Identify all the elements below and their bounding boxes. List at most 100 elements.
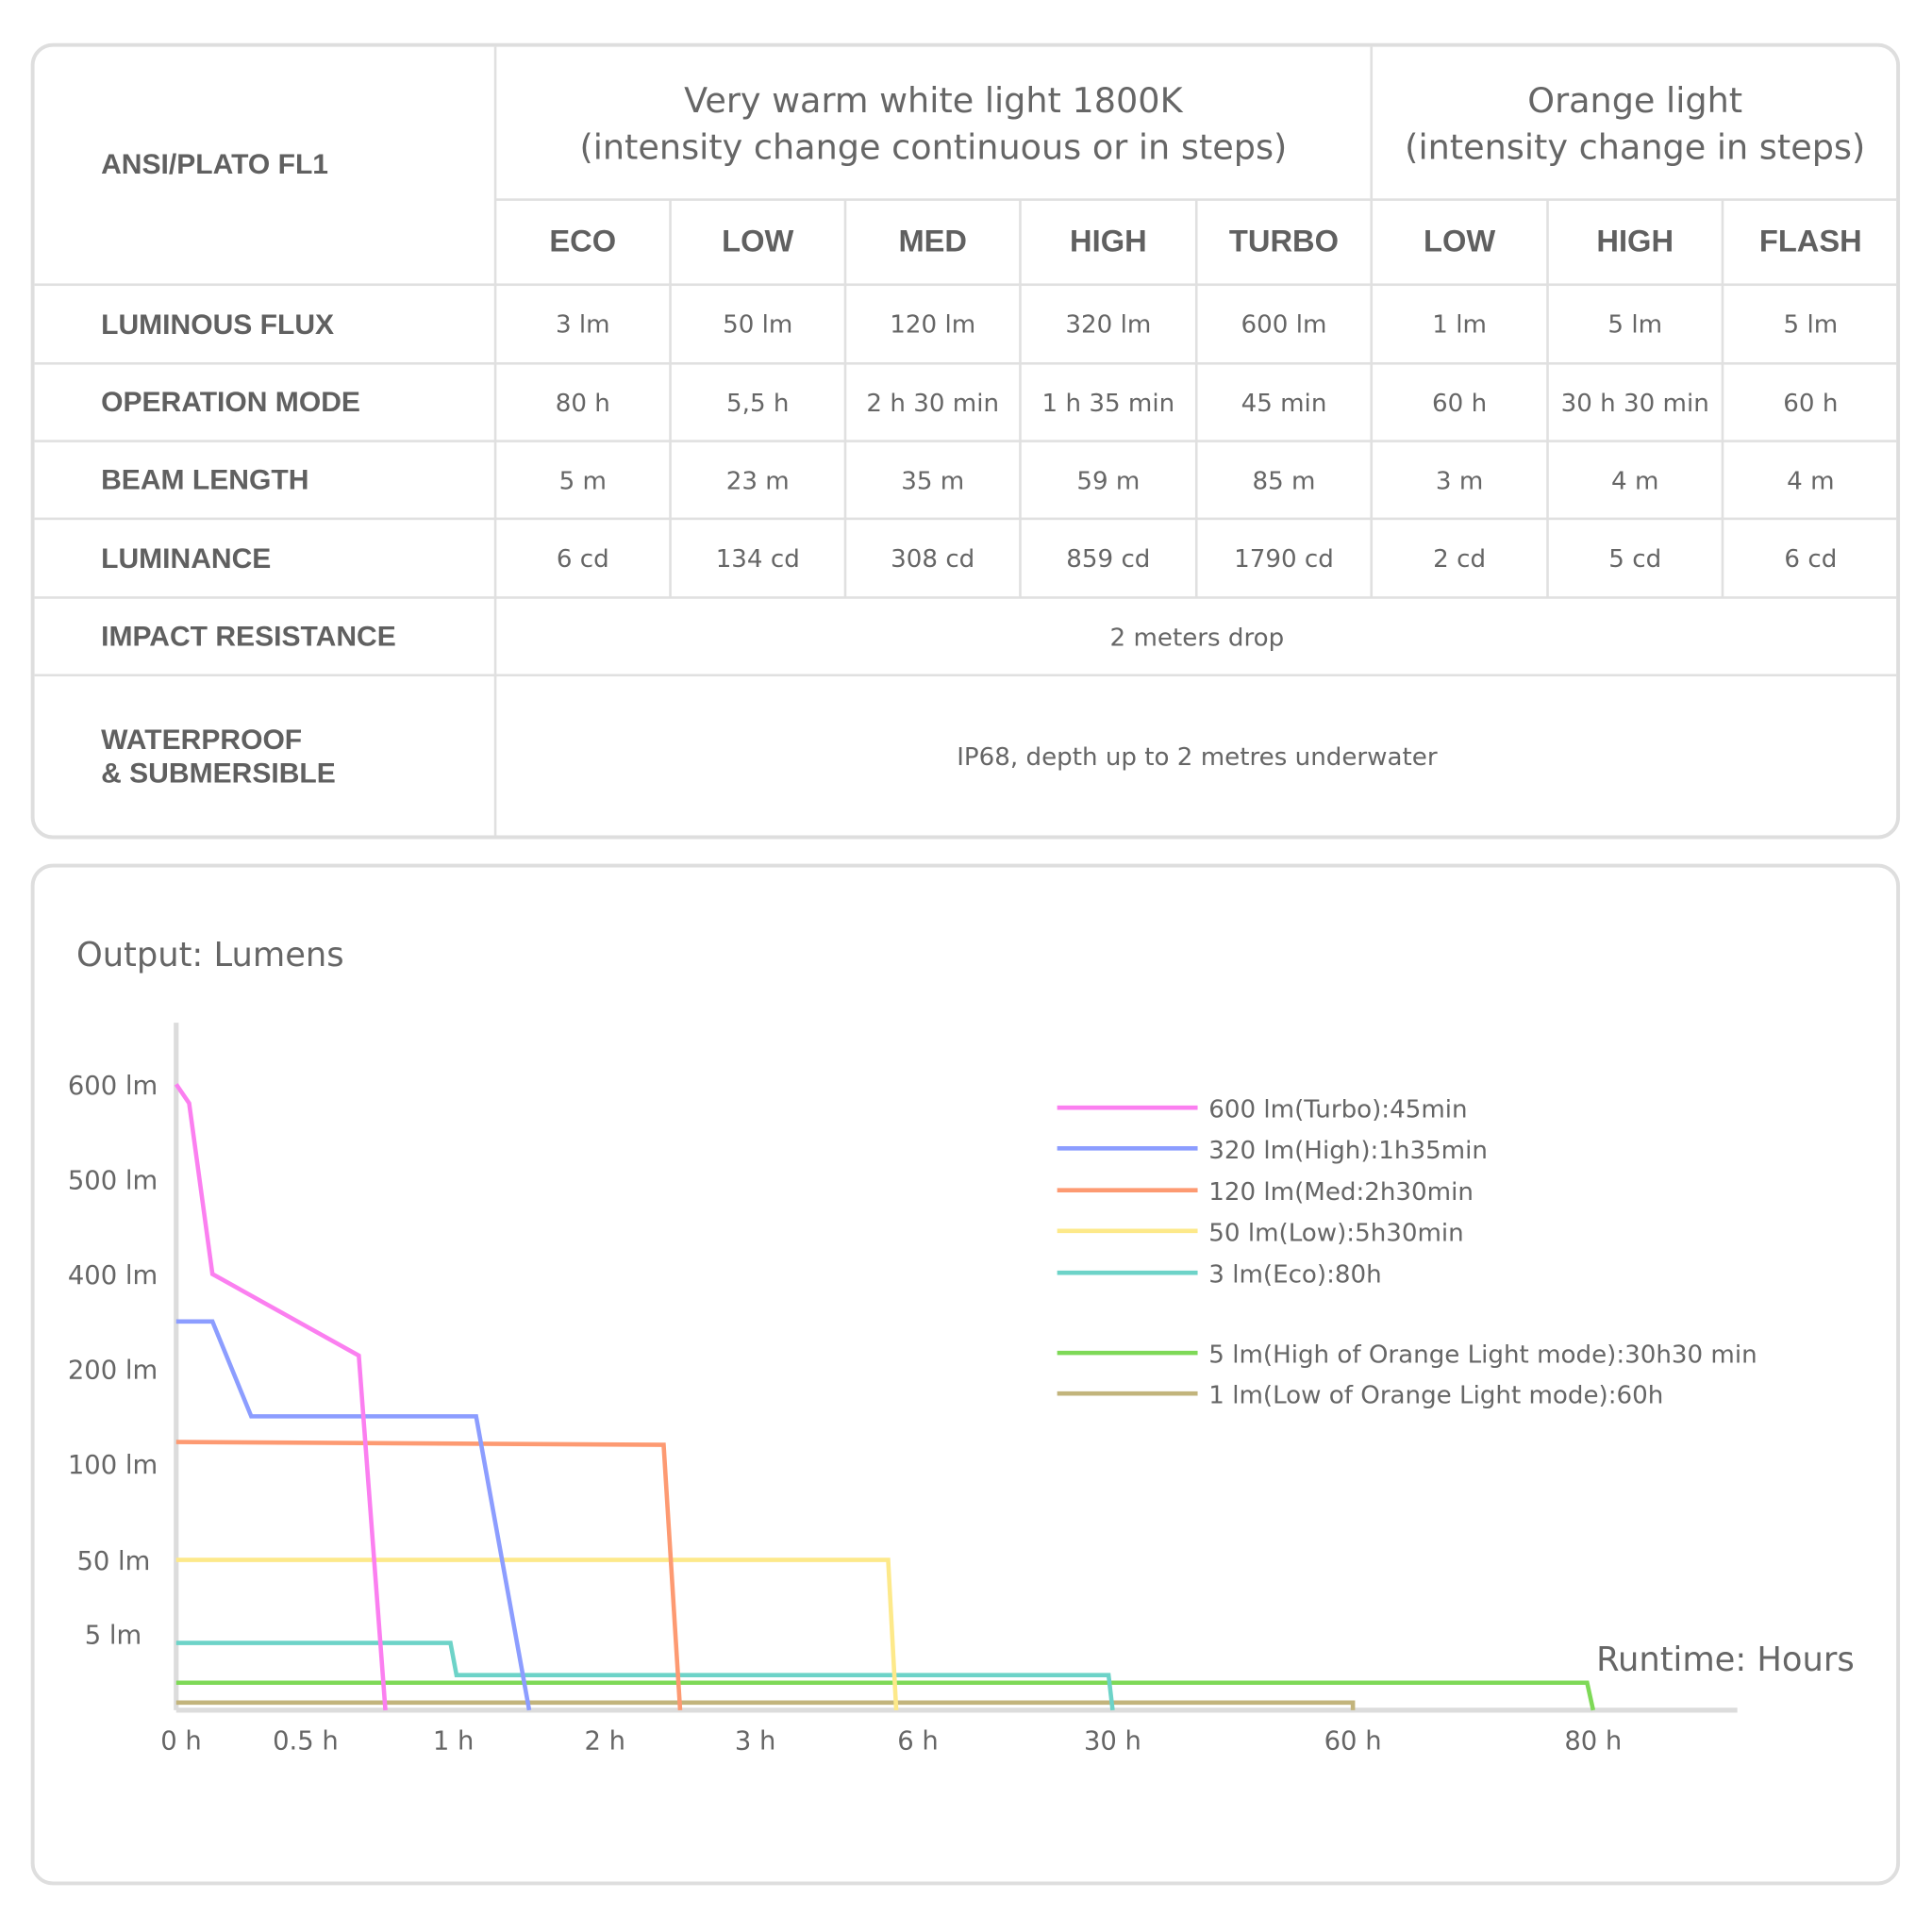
x-tick-label: 0 h bbox=[160, 1727, 202, 1757]
row-label: LUMINANCE bbox=[101, 541, 272, 574]
row-label: WATERPROOF & SUBMERSIBLE bbox=[35, 675, 495, 836]
runtime-chart-panel: Output: Lumens Runtime: Hours 600 lm 500 lm… bbox=[30, 863, 1901, 1886]
mode-header: MED bbox=[898, 224, 968, 259]
table-cell: 1 h 35 min bbox=[1041, 387, 1175, 418]
row-label-line: WATERPROOF bbox=[101, 723, 303, 756]
x-tick-label: 6 h bbox=[897, 1727, 939, 1757]
mode-header: FLASH bbox=[1758, 224, 1862, 259]
table-cell: 2 meters drop bbox=[1109, 621, 1285, 652]
table-cell: 4 m bbox=[1611, 465, 1659, 495]
group-title: Very warm white light 1800K bbox=[684, 79, 1183, 121]
legend-label: 120 lm(Med:2h30min bbox=[1208, 1178, 1474, 1207]
y-tick-label: 50 lm bbox=[76, 1547, 150, 1576]
table-cell: 3 m bbox=[1435, 465, 1484, 495]
table-cell: 134 cd bbox=[715, 542, 800, 574]
table-divider bbox=[1019, 199, 1022, 598]
x-tick-label: 1 h bbox=[433, 1727, 475, 1757]
series-line bbox=[175, 1641, 1115, 1711]
runtime-chart: Output: Lumens Runtime: Hours 600 lm 500 lm… bbox=[68, 936, 1855, 1757]
legend-label: 5 lm(High of Orange Light mode):30h30 mi… bbox=[1208, 1341, 1757, 1370]
table-cell: 320 lm bbox=[1065, 308, 1152, 340]
mode-header: LOW bbox=[722, 224, 794, 259]
table-divider bbox=[34, 361, 1897, 365]
table-cell: 30 h 30 min bbox=[1560, 387, 1709, 418]
mode-header: HIGH bbox=[1070, 224, 1147, 259]
table-cell: 60 h bbox=[1783, 387, 1839, 418]
mode-header: TURBO bbox=[1228, 224, 1340, 259]
legend-label: 320 lm(High):1h35min bbox=[1208, 1137, 1488, 1165]
x-tick-label: 30 h bbox=[1084, 1727, 1141, 1757]
x-tick-label: 80 h bbox=[1564, 1727, 1622, 1757]
table-cell: 6 cd bbox=[1784, 542, 1838, 574]
row-label: OPERATION MODE bbox=[101, 385, 360, 418]
table-cell: 5,5 h bbox=[726, 387, 790, 418]
table-corner-label: ANSI/PLATO FL1 bbox=[101, 147, 329, 180]
series-line bbox=[175, 1319, 532, 1711]
table-cell: 50 lm bbox=[723, 308, 793, 340]
x-tick-label: 2 h bbox=[585, 1727, 626, 1757]
row-label: IMPACT RESISTANCE bbox=[101, 619, 396, 652]
table-cell: 5 lm bbox=[1607, 308, 1663, 340]
table-cell: 1 lm bbox=[1432, 308, 1487, 340]
table-divider bbox=[843, 199, 847, 598]
y-tick-label: 600 lm bbox=[68, 1072, 158, 1101]
legend-label: 1 lm(Low of Orange Light mode):60h bbox=[1208, 1382, 1663, 1410]
table-divider bbox=[34, 517, 1897, 521]
table-divider bbox=[495, 198, 1897, 201]
table-cell: 80 h bbox=[555, 387, 610, 418]
table-cell: IP68, depth up to 2 metres underwater bbox=[957, 741, 1438, 772]
table-cell: 23 m bbox=[725, 465, 790, 495]
table-divider bbox=[34, 674, 1897, 677]
y-tick-label: 400 lm bbox=[68, 1261, 158, 1291]
table-divider bbox=[669, 199, 672, 598]
table-cell: 6 cd bbox=[556, 542, 609, 574]
table-divider bbox=[1194, 199, 1198, 598]
x-tick-label: 0.5 h bbox=[273, 1727, 339, 1757]
table-divider bbox=[1721, 199, 1724, 598]
table-cell: 45 min bbox=[1241, 387, 1327, 418]
table-cell: 4 m bbox=[1787, 465, 1835, 495]
table-divider bbox=[1370, 46, 1374, 598]
table-cell: 3 lm bbox=[555, 308, 610, 340]
table-cell: 600 lm bbox=[1241, 308, 1327, 340]
table-divider bbox=[34, 596, 1897, 599]
group-header: Very warm white light 1800K (intensity ch… bbox=[495, 49, 1372, 199]
legend-label: 3 lm(Eco):80h bbox=[1208, 1261, 1381, 1290]
series-line bbox=[175, 1700, 1356, 1710]
y-tick-label: 200 lm bbox=[68, 1357, 158, 1386]
table-cell: 5 cd bbox=[1608, 542, 1662, 574]
table-cell: 59 m bbox=[1076, 465, 1141, 495]
table-cell: 5 lm bbox=[1783, 308, 1839, 340]
x-tick-label: 3 h bbox=[735, 1727, 776, 1757]
mode-header: HIGH bbox=[1596, 224, 1674, 259]
mode-header: LOW bbox=[1423, 224, 1496, 259]
table-cell: 1790 cd bbox=[1234, 542, 1334, 574]
row-label: LUMINOUS FLUX bbox=[101, 307, 335, 340]
legend-label: 50 lm(Low):5h30min bbox=[1208, 1219, 1463, 1247]
series-line bbox=[175, 1680, 1596, 1711]
table-divider bbox=[1546, 199, 1549, 598]
table-divider bbox=[34, 283, 1897, 287]
group-title: Orange light bbox=[1527, 79, 1743, 121]
table-cell: 120 lm bbox=[890, 308, 976, 340]
x-axis-title: Runtime: Hours bbox=[1596, 1641, 1855, 1679]
mode-header: ECO bbox=[549, 224, 617, 259]
group-header: Orange light (intensity change in steps) bbox=[1372, 49, 1896, 199]
row-label-line: & SUBMERSIBLE bbox=[101, 756, 336, 789]
row-label: BEAM LENGTH bbox=[101, 463, 309, 496]
chart-title: Output: Lumens bbox=[76, 936, 344, 974]
table-cell: 5 m bbox=[558, 465, 607, 495]
series-line bbox=[174, 1083, 388, 1711]
group-subtitle: (intensity change in steps) bbox=[1405, 126, 1866, 168]
table-cell: 308 cd bbox=[891, 542, 975, 574]
legend-label: 600 lm(Turbo):45min bbox=[1208, 1096, 1467, 1124]
table-divider bbox=[34, 440, 1897, 442]
group-subtitle: (intensity change continuous or in steps… bbox=[579, 126, 1288, 168]
x-tick-label: 60 h bbox=[1324, 1727, 1382, 1757]
table-cell: 35 m bbox=[901, 465, 965, 495]
y-tick-label: 5 lm bbox=[85, 1621, 142, 1650]
table-cell: 2 cd bbox=[1433, 542, 1487, 574]
series-line bbox=[175, 1440, 683, 1711]
y-tick-label: 500 lm bbox=[68, 1166, 158, 1195]
series-line bbox=[175, 1557, 899, 1711]
